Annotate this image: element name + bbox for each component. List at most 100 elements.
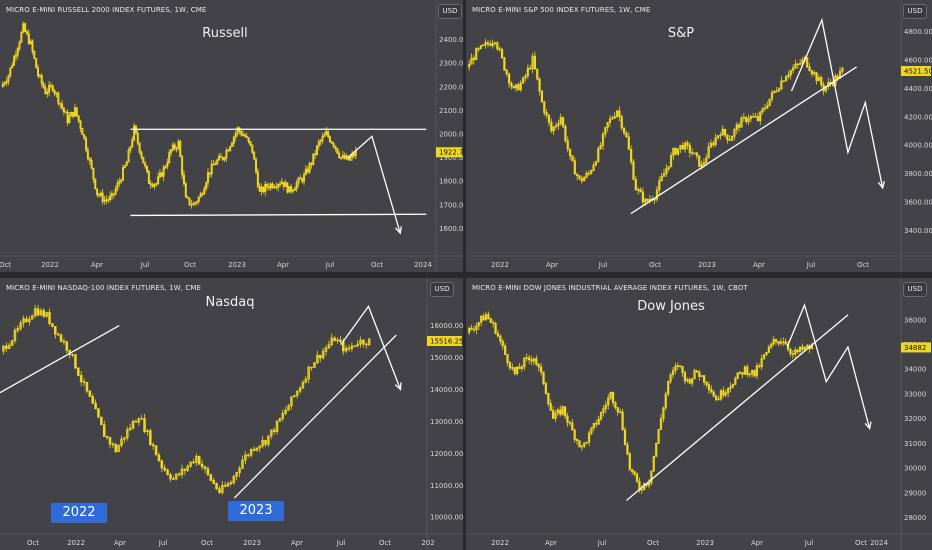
- candle-body: [349, 156, 352, 161]
- candle-body: [251, 144, 254, 153]
- projection-line[interactable]: [340, 305, 402, 390]
- y-tick-label: 4000.00: [904, 142, 932, 150]
- candle-body: [484, 314, 488, 321]
- candle-body: [267, 435, 270, 445]
- candle-body: [806, 345, 809, 348]
- candle-body: [65, 341, 69, 351]
- candle-body: [46, 91, 49, 95]
- candle-body: [487, 314, 490, 319]
- y-tick-label: 2400.0: [439, 36, 463, 44]
- candle-body: [594, 161, 598, 166]
- candle-body: [117, 445, 120, 453]
- candle-body: [653, 198, 656, 201]
- x-tick-label: Oct: [201, 539, 213, 547]
- candle-body: [535, 358, 538, 365]
- candle-body: [542, 371, 545, 384]
- russell-plot: 2400.0 2300.0 2200.0 2100.0 2000.0 1900.0 1800…: [0, 0, 463, 272]
- candle-body: [619, 411, 622, 414]
- candle-body: [100, 416, 103, 426]
- candle-body: [143, 418, 146, 433]
- candle-body: [688, 379, 691, 384]
- projection-line[interactable]: [347, 135, 401, 234]
- chart-panel-sp500[interactable]: 4800.00 4600.00 4400.00 4200.00 4000.00 3800.…: [466, 0, 932, 272]
- candle-body: [54, 326, 57, 335]
- x-tick-label: Oct: [371, 261, 383, 269]
- candle-body: [2, 345, 5, 352]
- candle-body: [634, 179, 637, 191]
- candle-body: [679, 144, 682, 150]
- channel-bottom-line[interactable]: [130, 213, 427, 217]
- candle-body: [332, 142, 335, 147]
- candle-body: [531, 55, 534, 69]
- currency-button[interactable]: USD: [903, 4, 927, 19]
- candle-body: [815, 72, 818, 82]
- candle-body: [236, 127, 239, 134]
- candle-body: [705, 381, 708, 385]
- candle-body: [293, 188, 296, 191]
- candle-body: [272, 429, 276, 433]
- candle-body: [177, 473, 181, 476]
- candle-body: [317, 141, 320, 147]
- chart-title: MICRO E-MINI NASDAQ-100 INDEX FUTURES, 1…: [6, 284, 202, 292]
- candle-body: [212, 163, 215, 166]
- candle-body: [199, 193, 202, 198]
- candle-body: [639, 189, 642, 193]
- projection-line[interactable]: [790, 17, 884, 189]
- trend-line[interactable]: [233, 334, 397, 499]
- candle-body: [557, 123, 560, 127]
- trend-line[interactable]: [0, 324, 120, 394]
- candle-body: [155, 183, 158, 185]
- currency-button[interactable]: USD: [438, 4, 462, 19]
- candle-body: [166, 162, 169, 167]
- chart-panel-nasdaq[interactable]: 16000.00 15000.00 14000.00 13000.00 12000.00…: [0, 278, 463, 550]
- chart-panel-dowjones[interactable]: 3600035000340003300032000310003000029000…: [466, 278, 932, 550]
- candle-body: [501, 340, 504, 347]
- x-tick-label: 2023: [696, 539, 714, 547]
- candle-body: [632, 161, 635, 180]
- currency-button[interactable]: USD: [430, 282, 454, 297]
- x-tick-label: Apr: [753, 261, 765, 269]
- candle-body: [794, 349, 797, 355]
- candle-body: [741, 372, 744, 375]
- candle-body: [714, 137, 717, 146]
- projection-line[interactable]: [786, 302, 871, 429]
- candle-body: [592, 164, 595, 172]
- candle-body: [238, 467, 241, 474]
- trend-line[interactable]: [626, 314, 849, 501]
- candle-body: [508, 362, 512, 369]
- candle-body: [90, 159, 93, 169]
- candle-body: [277, 184, 280, 188]
- candle-body: [327, 131, 330, 138]
- candle-body: [681, 366, 684, 374]
- trend-line[interactable]: [630, 66, 857, 215]
- candle-body: [215, 483, 218, 490]
- candle-body: [269, 183, 272, 189]
- candle-body: [578, 175, 581, 180]
- candle-body: [70, 111, 73, 117]
- candle-body: [174, 473, 178, 480]
- x-tick-label: 2022: [67, 539, 85, 547]
- candle-body: [492, 322, 495, 324]
- candle-body: [304, 378, 308, 383]
- candle-body: [27, 33, 30, 45]
- candle-body: [726, 388, 730, 394]
- candle-body: [813, 72, 816, 75]
- x-tick-label: Apr: [291, 539, 303, 547]
- candle-body: [353, 345, 357, 347]
- x-tick-label: Apr: [751, 539, 763, 547]
- candle-body: [55, 92, 58, 95]
- chart-panel-russell[interactable]: 2400.0 2300.0 2200.0 2100.0 2000.0 1900.0 1800…: [0, 0, 463, 272]
- currency-button[interactable]: USD: [903, 282, 927, 297]
- candle-body: [365, 343, 368, 346]
- candle-body: [618, 110, 621, 118]
- candle-body: [484, 42, 487, 46]
- candle-body: [282, 181, 285, 187]
- candle-body: [731, 384, 735, 388]
- candle-body: [62, 340, 66, 343]
- candle-body: [746, 366, 749, 375]
- candle-body: [162, 167, 165, 177]
- candle-body: [784, 76, 788, 82]
- x-tick-label: Jul: [597, 539, 607, 547]
- candle-body: [190, 204, 193, 206]
- candle-body: [691, 152, 694, 154]
